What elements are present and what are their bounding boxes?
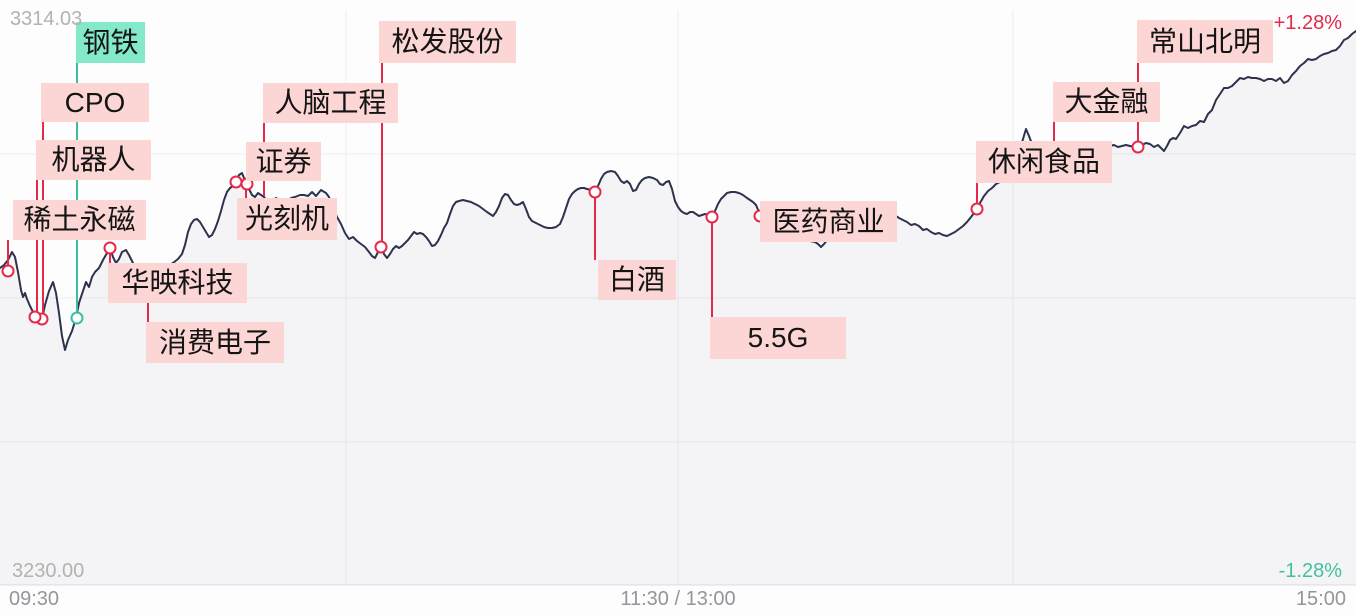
annotation-marker-16 — [1131, 140, 1145, 154]
sector-tag-14[interactable]: 休闲食品 — [976, 141, 1112, 183]
time-axis: 09:30 11:30 / 13:00 15:00 — [0, 588, 1356, 614]
sector-tag-8[interactable]: 光刻机 — [237, 198, 337, 240]
annotation-marker-14 — [970, 202, 984, 216]
sector-tag-2[interactable]: CPO — [41, 83, 149, 122]
sector-tag-11[interactable]: 白酒 — [598, 260, 676, 300]
sector-tag-6[interactable]: 消费电子 — [146, 322, 284, 363]
sector-tag-7[interactable]: 证券 — [246, 142, 321, 181]
axis-low-percent: -1.28% — [1278, 560, 1342, 582]
sector-tag-13[interactable]: 医药商业 — [760, 201, 897, 242]
annotation-marker-12 — [705, 210, 719, 224]
annotation-marker-3 — [28, 310, 42, 324]
axis-high-value: 3314.03 — [10, 8, 83, 30]
annotation-marker-11 — [588, 185, 602, 199]
annotation-marker-4 — [1, 264, 15, 278]
sector-tag-5[interactable]: 华映科技 — [108, 263, 247, 303]
sector-tag-16[interactable]: 常山北明 — [1137, 20, 1273, 63]
annotation-marker-5 — [103, 241, 117, 255]
sector-tag-4[interactable]: 稀土永磁 — [13, 200, 146, 240]
axis-high-percent: +1.28% — [1273, 12, 1342, 34]
sector-tag-1[interactable]: 钢铁 — [76, 22, 145, 63]
time-tick-noon: 11:30 / 13:00 — [620, 588, 736, 610]
annotation-marker-10 — [374, 240, 388, 254]
sector-tag-10[interactable]: 松发股份 — [379, 21, 516, 63]
axis-low-value: 3230.00 — [12, 560, 85, 582]
sector-tag-15[interactable]: 大金融 — [1053, 82, 1160, 122]
time-tick-close: 15:00 — [1295, 588, 1346, 610]
sector-tag-3[interactable]: 机器人 — [36, 140, 151, 180]
time-tick-open: 09:30 — [9, 588, 60, 610]
annotation-marker-1 — [70, 311, 84, 325]
sector-tag-9[interactable]: 人脑工程 — [263, 83, 398, 123]
sector-tag-12[interactable]: 5.5G — [710, 317, 846, 359]
